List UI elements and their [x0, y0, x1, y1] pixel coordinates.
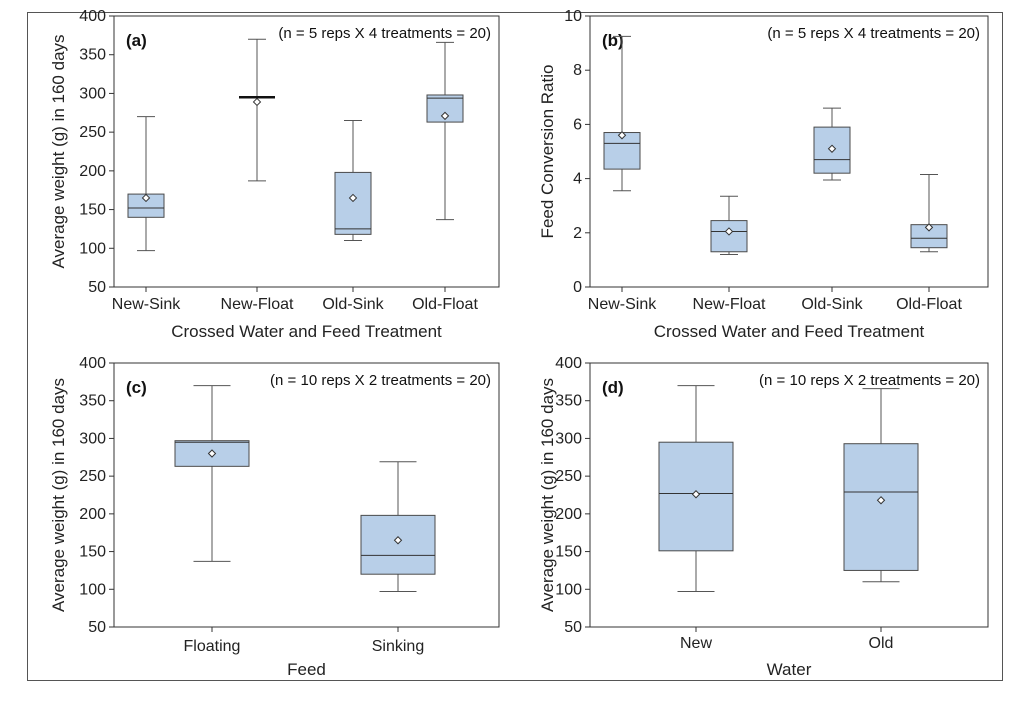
box-old-float	[426, 41, 464, 221]
y-axis-label: Feed Conversion Ratio	[538, 65, 557, 239]
x-tick-label: New-Float	[693, 296, 766, 313]
panel-c: 50 100 150 200 250 300 350 400 Floating Sinking Fe…	[49, 355, 500, 679]
panel-letter: (a)	[126, 31, 147, 50]
sample-size-note: (n = 10 reps X 2 treatments = 20)	[759, 372, 980, 389]
y-tick-label: 50	[564, 619, 582, 636]
y-tick-label: 350	[79, 47, 106, 64]
mean-marker	[207, 449, 217, 458]
box-new-float	[239, 38, 275, 182]
plot-area	[113, 362, 500, 628]
y-tick-label: 100	[79, 581, 106, 598]
x-axis-label: Feed	[287, 660, 326, 679]
mean-marker	[440, 111, 450, 121]
y-tick-label: 2	[573, 225, 582, 242]
x-axis-label: Crossed Water and Feed Treatment	[171, 322, 442, 341]
y-tick-label: 300	[79, 85, 106, 102]
y-axis-label: Average weight (g) in 160 days	[538, 378, 557, 612]
box-new-sink	[603, 35, 641, 192]
box-old-sink	[334, 120, 372, 242]
x-tick-label: New	[680, 635, 712, 652]
x-axis-label: Water	[767, 660, 812, 679]
x-tick-label: New-Sink	[112, 296, 181, 313]
mean-marker	[924, 223, 934, 232]
sample-size-note: (n = 5 reps X 4 treatments = 20)	[767, 25, 980, 42]
y-tick-label: 10	[564, 8, 582, 25]
y-tick-label: 0	[573, 279, 582, 296]
y-tick-label: 250	[555, 468, 582, 485]
y-tick-label: 300	[79, 430, 106, 447]
panel-a: 50 100 150 200 250 300 350 400 New-Sink New-Float…	[49, 8, 500, 341]
y-tick-label: 200	[79, 163, 106, 180]
iqr-box	[360, 514, 436, 575]
y-tick-label: 50	[88, 279, 106, 296]
mean-marker	[876, 496, 886, 505]
y-tick-label: 350	[555, 393, 582, 410]
plot-area	[589, 362, 989, 628]
y-tick-label: 300	[555, 430, 582, 447]
y-tick-label: 400	[79, 8, 106, 25]
box-old	[843, 388, 919, 583]
box-floating	[174, 385, 250, 562]
mean-marker	[827, 144, 837, 153]
mean-marker	[691, 490, 701, 499]
y-tick-label: 8	[573, 62, 582, 79]
plot-area	[589, 15, 989, 288]
x-tick-label: Old-Sink	[322, 296, 384, 313]
iqr-box	[174, 440, 250, 467]
y-tick-label: 50	[88, 619, 106, 636]
box-old-sink	[813, 107, 851, 181]
x-tick-label: Old-Sink	[801, 296, 863, 313]
panel-letter: (b)	[602, 31, 624, 50]
iqr-box	[334, 171, 372, 235]
x-tick-label: Old-Float	[896, 296, 962, 313]
x-tick-label: Sinking	[372, 638, 424, 655]
y-tick-label: 250	[79, 468, 106, 485]
y-axis-label: Average weight (g) in 160 days	[49, 34, 68, 268]
box-new-sink	[127, 116, 165, 252]
y-axis-label: Average weight (g) in 160 days	[49, 378, 68, 612]
iqr-box	[426, 94, 464, 123]
iqr-box	[843, 443, 919, 571]
panel-letter: (d)	[602, 378, 624, 397]
box-old-float	[910, 174, 948, 253]
iqr-box	[710, 220, 748, 253]
y-tick-label: 200	[555, 506, 582, 523]
figure-frame	[27, 12, 1003, 681]
y-tick-label: 400	[555, 355, 582, 372]
box-new	[658, 385, 734, 593]
y-tick-label: 150	[555, 544, 582, 561]
y-tick-label: 150	[79, 202, 106, 219]
y-tick-label: 100	[79, 240, 106, 257]
x-tick-label: Floating	[184, 638, 241, 655]
x-tick-label: New-Float	[221, 296, 294, 313]
sample-size-note: (n = 10 reps X 2 treatments = 20)	[270, 372, 491, 389]
x-tick-label: New-Sink	[588, 296, 657, 313]
y-tick-label: 4	[573, 171, 582, 188]
panel-b: 0 2 4 6 8 10 New-Sink New-Float Old-Sink Old-Floa…	[538, 8, 989, 341]
mean-marker	[393, 536, 403, 545]
x-tick-label: Old	[869, 635, 894, 652]
y-tick-label: 150	[79, 544, 106, 561]
mean-marker	[252, 97, 262, 107]
mean-marker	[724, 227, 734, 236]
sample-size-note: (n = 5 reps X 4 treatments = 20)	[278, 25, 491, 42]
plot-area	[113, 15, 500, 288]
y-tick-label: 200	[79, 506, 106, 523]
y-tick-label: 250	[79, 124, 106, 141]
panel-letter: (c)	[126, 378, 147, 397]
box-sinking	[360, 461, 436, 593]
y-tick-label: 350	[79, 393, 106, 410]
y-tick-label: 100	[555, 581, 582, 598]
y-tick-label: 400	[79, 355, 106, 372]
mean-marker	[617, 131, 627, 140]
x-axis-label: Crossed Water and Feed Treatment	[654, 322, 925, 341]
x-tick-label: Old-Float	[412, 296, 478, 313]
box-new-float	[710, 195, 748, 255]
mean-marker	[348, 193, 358, 203]
mean-marker	[141, 193, 151, 203]
y-tick-label: 6	[573, 116, 582, 133]
panel-d: 50 100 150 200 250 300 350 400 New Old Water Averag…	[538, 355, 989, 679]
